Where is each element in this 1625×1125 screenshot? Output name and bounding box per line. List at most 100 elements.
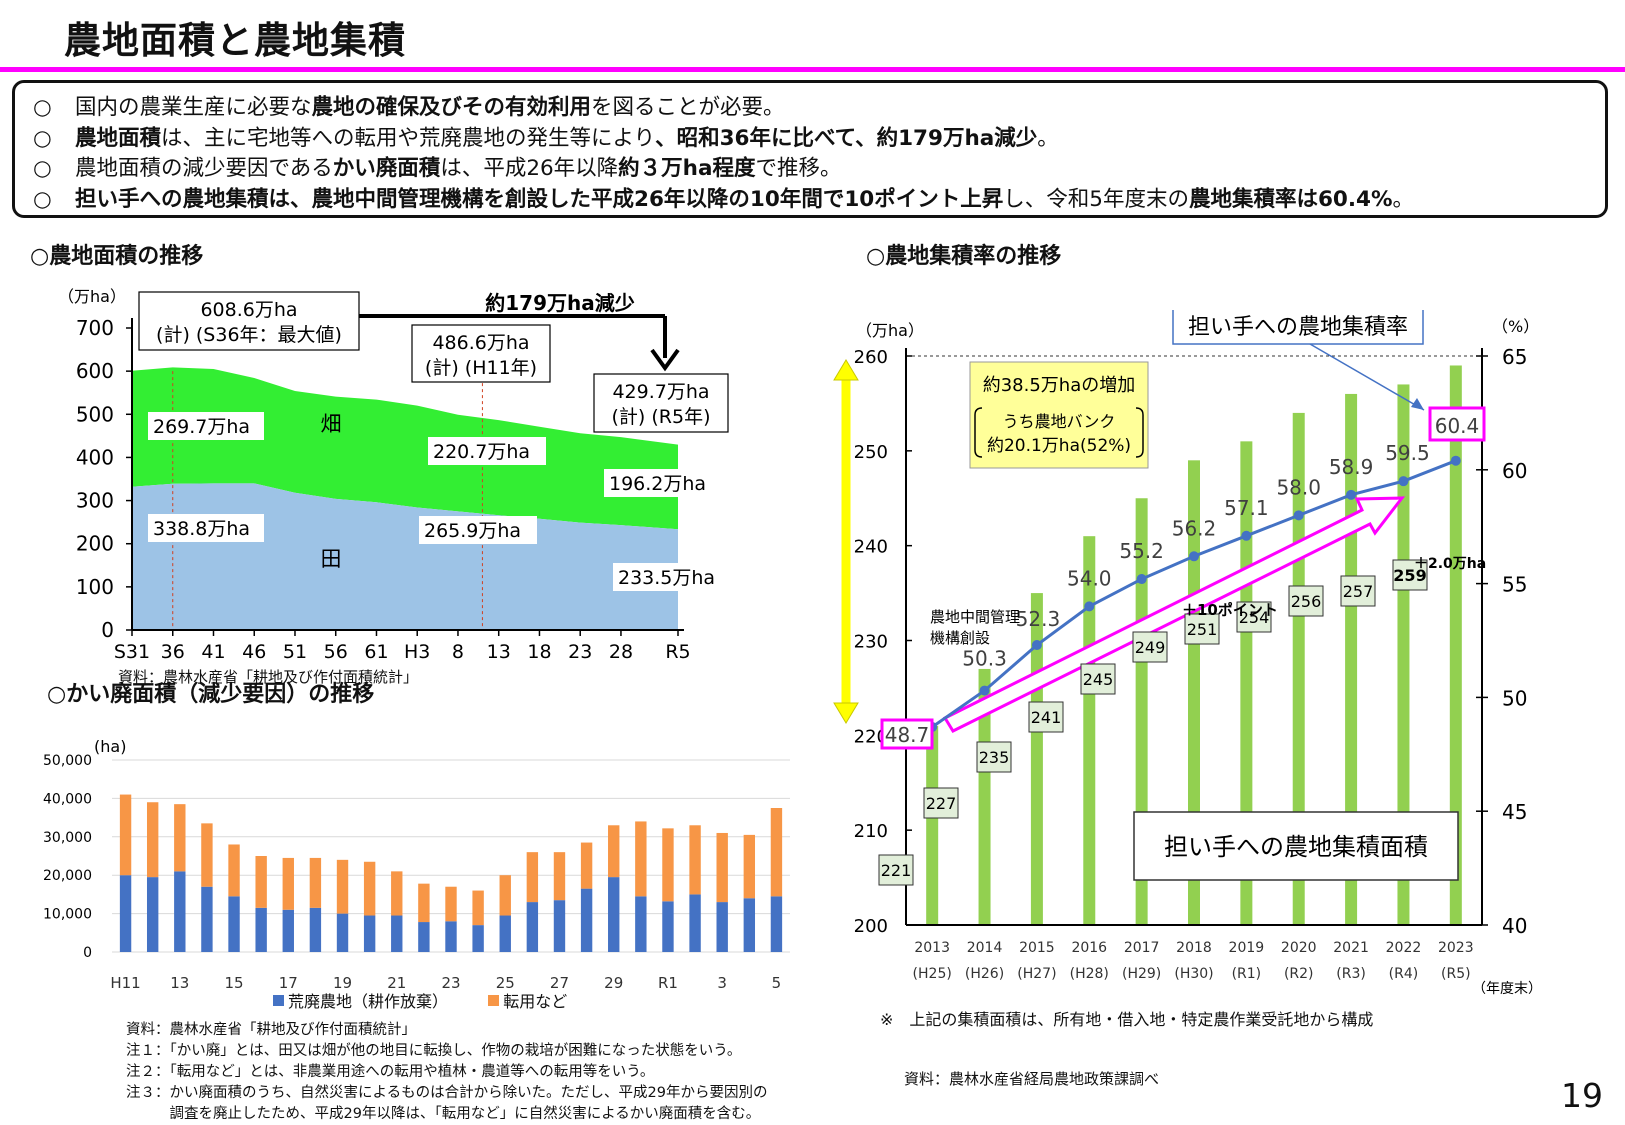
x-tick-label: 2023 <box>1438 940 1474 956</box>
rate-label: 55.2 <box>1119 539 1164 563</box>
rate-label: 50.3 <box>962 647 1007 671</box>
rate-title: 担い手への農地集積率 <box>1188 315 1408 340</box>
x-subtick-label: (R3) <box>1336 966 1366 982</box>
note-4: 調査を廃止したため、平成29年以降は、「転用など」に自然災害によるかい廃面積を含… <box>126 1106 761 1122</box>
summary-segment: 。 <box>1392 186 1415 212</box>
summary-segment: で推移。 <box>755 156 842 181</box>
bar-title: 担い手への農地集積面積 <box>1164 833 1428 861</box>
y-tick-label: 0 <box>83 945 92 961</box>
bar-value-box <box>1028 701 1064 733</box>
summary-line: ○ 担い手への農地集積は、農地中間管理機構を創設した平成26年以降の10年間で10… <box>33 185 1605 216</box>
paddy-series-label: 田 <box>321 547 342 571</box>
summary-segment: 、昭和36年に比べて、約179万ha減少 <box>655 125 1038 151</box>
s36-paddy-label-bg <box>148 514 264 542</box>
right-tick-label: 60 <box>1502 459 1527 483</box>
bar-kouhai <box>146 877 159 952</box>
summary-bullet: ○ <box>33 186 52 212</box>
consolidation-bar <box>1449 365 1462 925</box>
rate-start-label: 48.7 <box>885 723 930 747</box>
h11-paddy-label: 265.9万ha <box>424 520 521 542</box>
section-title-area: ○農地面積の推移 <box>30 244 204 269</box>
x-unit-label: （年度末） <box>1472 981 1542 997</box>
plus10-label: ＋10ポイント <box>1182 601 1278 619</box>
x-tick-label: R1 <box>658 974 678 990</box>
left-axis-label: （万ha） <box>856 321 924 340</box>
summary-bullet: ○ <box>33 95 52 120</box>
rate-point <box>1084 601 1095 612</box>
h11-total-value: 486.6万ha <box>432 332 529 354</box>
bar-value-box <box>1288 585 1324 617</box>
x-tick-label: 25 <box>496 974 515 990</box>
left-tick-label: 200 <box>854 916 888 937</box>
summary-segment: 農地面積の減少要因である <box>75 156 333 181</box>
bar-value-label: 259 <box>1393 566 1426 585</box>
x-tick-label: R5 <box>665 641 690 663</box>
bar-tenyou <box>770 808 783 897</box>
consolidation-bar <box>1188 460 1200 925</box>
right-tick-label: 65 <box>1502 345 1527 369</box>
bar-tenyou <box>526 852 539 903</box>
x-subtick-label: (H27) <box>1017 966 1056 982</box>
rate-end-box <box>1428 406 1486 442</box>
rate-point <box>979 685 990 696</box>
left-tick-label: 230 <box>854 632 888 653</box>
bar-value-box <box>878 854 914 886</box>
s36-total-box <box>138 291 360 351</box>
x-tick-label: 2019 <box>1229 940 1265 956</box>
left-tick-label: 240 <box>854 537 888 558</box>
summary-segment: 農地面積 <box>75 125 162 151</box>
x-subtick-label: (R4) <box>1389 966 1419 982</box>
bar-kouhai <box>716 902 728 952</box>
bar-value-box <box>1080 663 1116 695</box>
bar-tenyou <box>580 842 593 889</box>
rate-point <box>1398 476 1409 487</box>
right-tick-label: 50 <box>1502 686 1527 710</box>
bar-kouhai <box>526 902 539 952</box>
x-tick-label: 29 <box>604 974 623 990</box>
bar-kouhai <box>309 907 322 952</box>
x-tick-label: 2013 <box>914 940 950 956</box>
bar-value-label: 249 <box>1135 638 1166 657</box>
summary-line: ○ 国内の農業生産に必要な農地の確保及びその有効利用を図ることが必要。 <box>33 93 1605 124</box>
r5-upland-label: 196.2万ha <box>609 473 706 495</box>
summary-box: ○ 国内の農業生産に必要な農地の確保及びその有効利用を図ることが必要。 ○ 農地面積は… <box>12 80 1608 218</box>
bar-tenyou <box>445 886 457 922</box>
legend-kouhai-label: 荒廃農地（耕作放棄） <box>288 992 449 1011</box>
s36-upland-label-bg <box>148 412 264 440</box>
summary-segment: 国内の農業生産に必要な <box>75 95 312 120</box>
y-tick-label: 400 <box>76 445 114 469</box>
bar-value-label: 257 <box>1343 582 1374 601</box>
bar-value-box <box>923 787 959 819</box>
left-tick-label: 220 <box>854 726 888 747</box>
left-tick-label: 260 <box>854 347 888 368</box>
x-tick-label: 61 <box>364 641 388 663</box>
legend-kouhai: 荒廃農地（耕作放棄） <box>273 992 448 1011</box>
rate-label: 57.1 <box>1224 496 1269 520</box>
rate-source: 資料：農林水産省経局農地政策課調べ <box>904 1070 1160 1088</box>
h11-total-box <box>411 324 551 383</box>
upland-area <box>132 367 678 530</box>
bar-kouhai <box>391 915 403 952</box>
summary-segment: 担い手への農地集積は、農地中間管理機構を創設した平成26年以降の10年間で10ポ… <box>75 186 1004 212</box>
rate-point <box>1293 510 1304 521</box>
bank-bracket-right <box>1135 407 1144 458</box>
summary-bullet: ○ <box>33 125 52 151</box>
rate-label: 58.0 <box>1276 475 1321 499</box>
bank-bracket-left <box>974 407 983 458</box>
page-title: 農地面積と農地集積 <box>64 19 406 62</box>
right-tick-label: 45 <box>1502 800 1527 824</box>
consolidation-chart: （万ha） （%） 200 210 220 230 240 250 260 40 45 50 55 60 6… <box>833 310 1542 997</box>
decrease-label: 約179万ha減少 <box>485 291 634 315</box>
legend-kouhai-swatch <box>273 995 284 1006</box>
bar-value-label: 241 <box>1031 708 1062 727</box>
x-subtick-label: (H26) <box>965 966 1004 982</box>
bar-kouhai <box>255 907 267 952</box>
bar-kouhai <box>635 896 647 952</box>
bar-value-box <box>1340 575 1376 607</box>
y-tick-label: 30,000 <box>43 830 92 846</box>
bar-value-label: 254 <box>1239 608 1270 627</box>
decrease-arrow-head <box>650 348 680 372</box>
rate-title-pointer <box>1309 343 1425 411</box>
bar-value-label: 245 <box>1083 670 1114 689</box>
note-3: 注３：かい廃面積のうち、自然災害によるものは合計から除いた。ただし、平成29年か… <box>126 1085 768 1101</box>
